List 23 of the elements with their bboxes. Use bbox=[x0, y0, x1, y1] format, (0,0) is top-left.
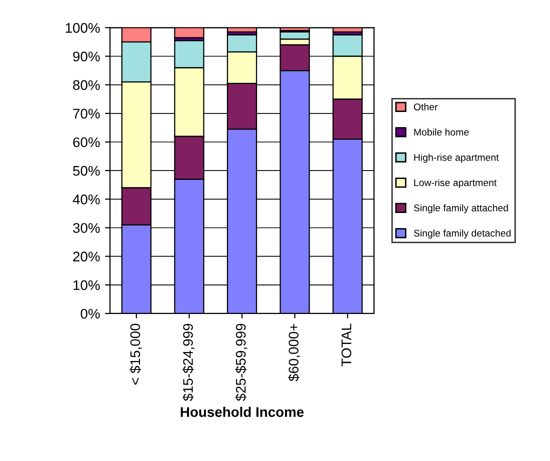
legend-label: Single family detached bbox=[414, 229, 511, 239]
y-tick-label: 80% bbox=[73, 80, 100, 90]
x-tick-label: TOTAL bbox=[341, 324, 352, 366]
x-tick-label: $60,000+ bbox=[288, 324, 300, 382]
y-tick-label: 40% bbox=[72, 194, 100, 204]
y-tick-label: 30% bbox=[73, 223, 100, 233]
y-tick-label: 70% bbox=[73, 108, 100, 119]
y-tick-label: 50% bbox=[73, 166, 100, 176]
y-tick-label: 10% bbox=[74, 280, 100, 290]
y-tick-label: 60% bbox=[73, 137, 100, 148]
y-tick-label: 90% bbox=[73, 52, 100, 62]
legend-label: Low-rise apartment bbox=[414, 178, 497, 188]
x-tick-label: < $15,000 bbox=[130, 324, 142, 385]
legend-label: Single family attached bbox=[414, 204, 508, 214]
legend-label: Other bbox=[414, 103, 438, 110]
x-tick-label: $15-$24,999 bbox=[182, 324, 195, 402]
y-tick-label: 100% bbox=[66, 22, 100, 33]
x-axis-title: Household Income bbox=[180, 406, 304, 417]
x-tick-label: $25-$59,999 bbox=[235, 324, 248, 402]
legend-label: Mobile home bbox=[414, 128, 469, 136]
y-tick-label: 20% bbox=[73, 252, 100, 262]
y-tick-label: 0% bbox=[80, 308, 100, 319]
legend-label: High-rise apartment bbox=[414, 154, 499, 163]
